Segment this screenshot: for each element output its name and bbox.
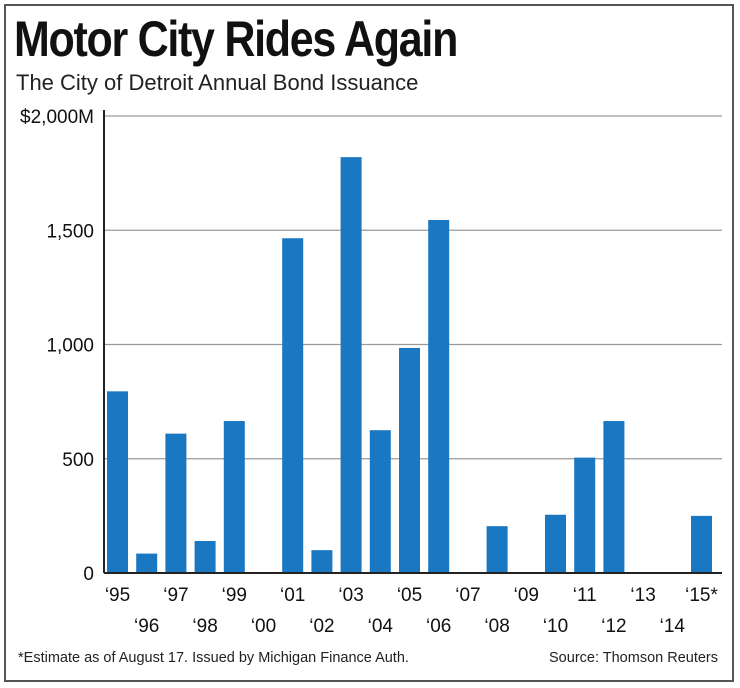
bar xyxy=(691,515,712,573)
tick-labels: 05001,0001,500$2,000M‘95‘96‘97‘98‘99‘00‘… xyxy=(20,107,718,637)
x-tick-label: ‘10 xyxy=(543,616,568,637)
bar xyxy=(545,514,566,573)
bar xyxy=(282,238,304,573)
y-tick-label: 1,500 xyxy=(46,221,94,242)
bar xyxy=(486,526,508,573)
x-tick-label: ‘95 xyxy=(105,585,130,606)
y-tick-label: $2,000M xyxy=(20,107,94,128)
x-tick-label: ‘15* xyxy=(685,585,718,606)
bar xyxy=(223,421,245,573)
bars xyxy=(107,157,712,573)
bar xyxy=(107,391,128,573)
chart-title: Motor City Rides Again xyxy=(14,11,458,67)
x-tick-label: ‘99 xyxy=(222,585,247,606)
x-tick-label: ‘01 xyxy=(280,585,305,606)
footnote: *Estimate as of August 17. Issued by Mic… xyxy=(18,650,409,666)
x-tick-label: ‘96 xyxy=(134,616,159,637)
x-tick-label: ‘13 xyxy=(630,585,655,606)
bar xyxy=(399,347,420,573)
bar xyxy=(574,457,596,573)
x-tick-label: ‘08 xyxy=(484,616,509,637)
bar xyxy=(165,433,187,573)
bar xyxy=(340,157,362,573)
x-tick-label: ‘09 xyxy=(514,585,539,606)
y-tick-label: 1,000 xyxy=(46,336,94,357)
bar xyxy=(311,550,333,573)
x-tick-label: ‘06 xyxy=(426,616,451,637)
x-tick-label: ‘12 xyxy=(601,616,626,637)
y-tick-label: 0 xyxy=(83,564,94,585)
x-tick-label: ‘00 xyxy=(251,616,276,637)
x-tick-label: ‘02 xyxy=(309,616,334,637)
chart-subtitle: The City of Detroit Annual Bond Issuance xyxy=(16,70,419,95)
y-tick-label: 500 xyxy=(62,450,94,471)
bar xyxy=(369,430,391,573)
bar xyxy=(194,541,216,573)
bar xyxy=(603,421,625,573)
x-tick-label: ‘98 xyxy=(192,616,217,637)
source-credit: Source: Thomson Reuters xyxy=(549,650,718,666)
x-tick-label: ‘14 xyxy=(660,616,686,637)
x-tick-label: ‘03 xyxy=(338,585,363,606)
bar xyxy=(136,553,158,573)
x-tick-label: ‘97 xyxy=(163,585,188,606)
x-tick-label: ‘04 xyxy=(368,616,394,637)
bar xyxy=(428,219,450,573)
x-tick-label: ‘05 xyxy=(397,585,422,606)
axes xyxy=(103,110,722,574)
x-tick-label: ‘11 xyxy=(573,585,597,606)
x-tick-label: ‘07 xyxy=(455,585,480,606)
